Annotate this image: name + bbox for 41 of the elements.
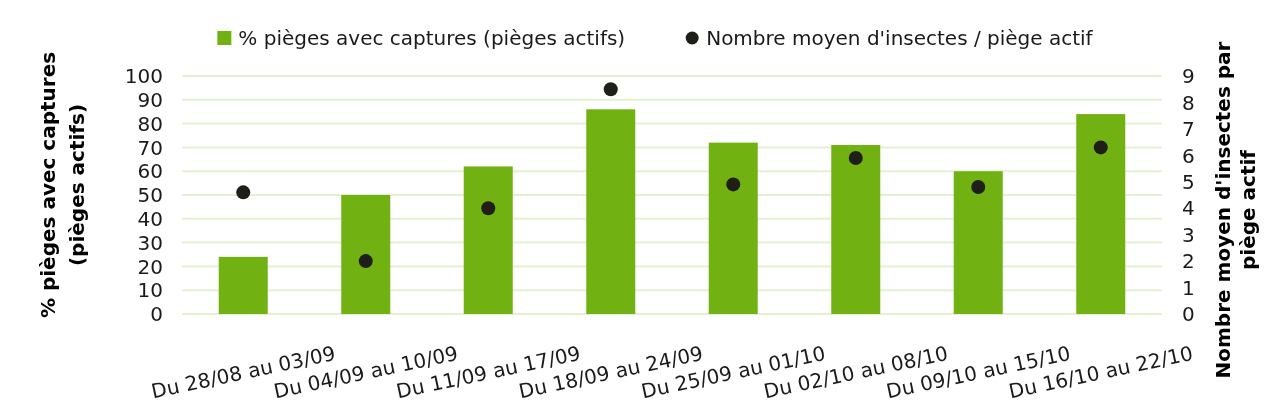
point (603, 82, 618, 97)
bar (586, 109, 636, 314)
bar (341, 195, 391, 314)
point (358, 254, 373, 269)
y2-tick-label: 7 (1182, 117, 1195, 142)
bar (708, 142, 758, 314)
y2-tick-label: 6 (1182, 143, 1195, 168)
y-tick-label: 100 (124, 64, 163, 89)
bar (218, 256, 268, 314)
bar (463, 166, 513, 314)
y-tick-label: 50 (137, 183, 163, 208)
legend-label: % pièges avec captures (pièges actifs) (238, 26, 626, 51)
point (1093, 140, 1108, 155)
y-tick-label: 60 (137, 159, 163, 184)
point (726, 177, 741, 192)
y-axis-title: % pièges avec captures (pièges actifs) (36, 51, 89, 319)
y-tick-label: 70 (137, 135, 163, 160)
y-tick-label: 0 (150, 302, 163, 327)
point (481, 201, 496, 216)
bar (1076, 114, 1126, 314)
bar (953, 171, 1003, 314)
point (848, 150, 863, 165)
y2-tick-label: 3 (1182, 222, 1195, 247)
y2-tick-label: 4 (1182, 196, 1195, 221)
y2-tick-label: 8 (1182, 90, 1195, 115)
y-tick-label: 40 (137, 207, 163, 231)
bar (831, 145, 881, 314)
y-tick-label: 20 (137, 254, 163, 279)
y2-tick-label: 2 (1182, 249, 1195, 274)
y-tick-label: 10 (137, 278, 163, 303)
legend-label: Nombre moyen d'insectes / piège actif (706, 26, 1094, 51)
y2-tick-label: 1 (1182, 275, 1195, 300)
y-tick-label: 80 (137, 111, 163, 136)
y2-tick-label: 9 (1182, 64, 1195, 89)
y2-axis-title: Nombre moyen d'insectes par piège actif (1211, 41, 1260, 379)
y2-tick-label: 5 (1182, 169, 1195, 194)
y2-tick-label: 0 (1182, 302, 1195, 327)
y-tick-label: 30 (137, 230, 163, 255)
point (971, 180, 986, 195)
y-tick-label: 90 (137, 88, 163, 112)
point (236, 185, 251, 200)
